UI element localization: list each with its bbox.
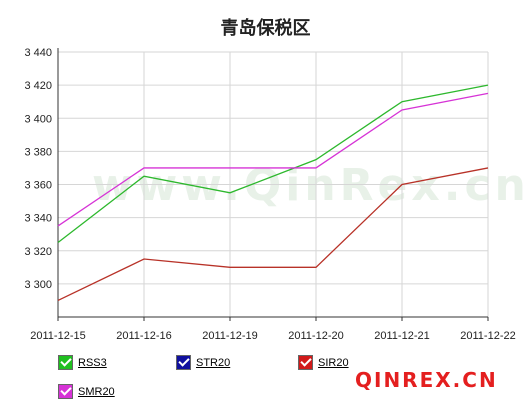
brand-logo: QINREX.CN — [355, 368, 498, 392]
legend-label: SIR20 — [318, 356, 349, 369]
x-tick-label: 2011-12-21 — [374, 330, 429, 342]
series-line-rss3 — [57, 84, 489, 243]
y-tick-label: 3 420 — [24, 80, 52, 92]
legend-item-rss3[interactable]: RSS3 — [58, 355, 107, 370]
axes — [57, 48, 489, 321]
x-tick-label: 2011-12-16 — [116, 330, 171, 342]
checkbox-smr20[interactable] — [58, 384, 73, 399]
y-tick-label: 3 340 — [24, 213, 52, 225]
brand-name: QINREX — [355, 368, 453, 392]
legend-item-sir20[interactable]: SIR20 — [298, 355, 349, 370]
x-tick-label: 2011-12-20 — [288, 330, 343, 342]
tick-labels: 3 300 3 320 3 340 3 360 3 380 3 400 3 420 3 440… — [24, 47, 515, 342]
checkbox-sir20[interactable] — [298, 355, 313, 370]
chart-title: 青岛保税区 — [220, 18, 311, 39]
series-line-sir20 — [57, 167, 489, 302]
y-tick-label: 3 440 — [24, 47, 52, 59]
grid — [57, 51, 489, 317]
legend-label: STR20 — [196, 356, 231, 369]
brand-dot: . — [452, 368, 463, 392]
x-tick-label: 2011-12-22 — [460, 330, 515, 342]
series-lines — [57, 84, 489, 302]
x-tick-label: 2011-12-19 — [202, 330, 257, 342]
legend-label: SMR20 — [78, 385, 115, 398]
y-tick-label: 3 400 — [24, 113, 52, 125]
legend-item-smr20[interactable]: SMR20 — [58, 384, 115, 399]
series-line-smr20 — [57, 92, 489, 227]
legend-label: RSS3 — [78, 356, 107, 369]
checkbox-str20[interactable] — [176, 355, 191, 370]
x-tick-label: 2011-12-15 — [30, 330, 85, 342]
brand-suffix: CN — [462, 368, 498, 392]
y-tick-label: 3 380 — [24, 146, 52, 158]
y-tick-label: 3 360 — [24, 180, 52, 192]
checkbox-rss3[interactable] — [58, 355, 73, 370]
legend-item-str20[interactable]: STR20 — [176, 355, 230, 370]
y-tick-label: 3 300 — [24, 279, 52, 291]
y-tick-label: 3 320 — [24, 246, 52, 258]
